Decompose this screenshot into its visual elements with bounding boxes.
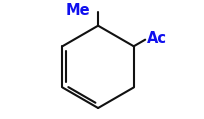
Text: Me: Me [65,3,90,18]
Text: Ac: Ac [147,31,167,46]
